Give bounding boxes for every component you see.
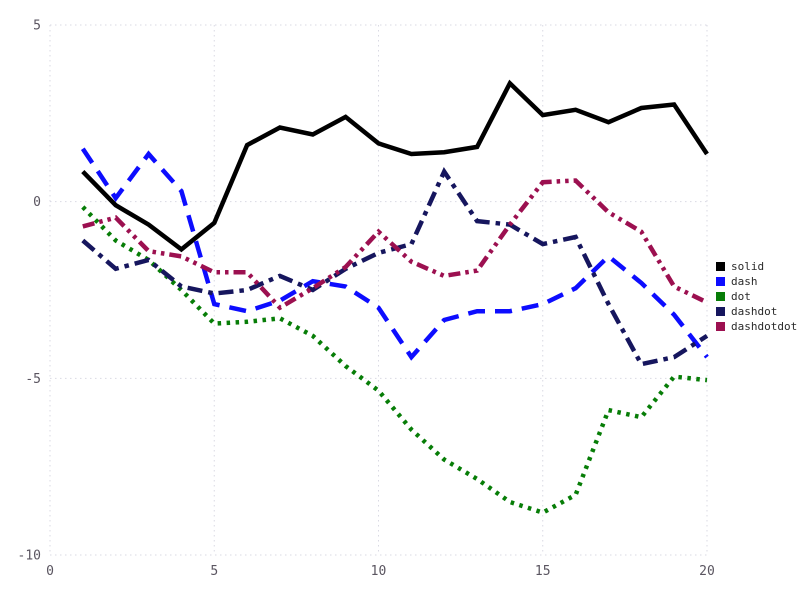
legend-swatch-dashdotdot [716,322,725,331]
x-tick-label: 5 [210,564,218,579]
x-tick-label: 20 [699,564,715,579]
y-tick-label: -10 [18,549,41,564]
y-tick-label: 5 [33,19,41,34]
legend-item-solid: solid [716,261,797,272]
legend-label: solid [731,260,765,273]
legend-swatch-solid [716,262,725,271]
x-tick-label: 15 [535,564,551,579]
legend-item-dash: dash [716,276,797,287]
legend-item-dot: dot [716,291,797,302]
y-tick-label: 0 [33,195,41,210]
series-line-solid [81,79,709,253]
legend: solid dash dot dashdot dashdotdot [716,261,797,332]
legend-label: dashdotdot [731,320,798,333]
legend-label: dashdot [731,305,778,318]
x-tick-label: 10 [371,564,387,579]
legend-swatch-dashdot [716,307,725,316]
series-line-dashdotdot [82,178,708,311]
legend-item-dashdot: dashdot [716,306,797,317]
legend-label: dash [731,275,758,288]
legend-swatch-dash [716,277,725,286]
series-line-dot [81,205,708,516]
y-tick-label: -5 [25,372,41,387]
legend-swatch-dot [716,292,725,301]
x-tick-label: 0 [46,564,54,579]
legend-label: dot [731,290,751,303]
series-line-dash [80,147,709,361]
legend-item-dashdotdot: dashdotdot [716,321,797,332]
